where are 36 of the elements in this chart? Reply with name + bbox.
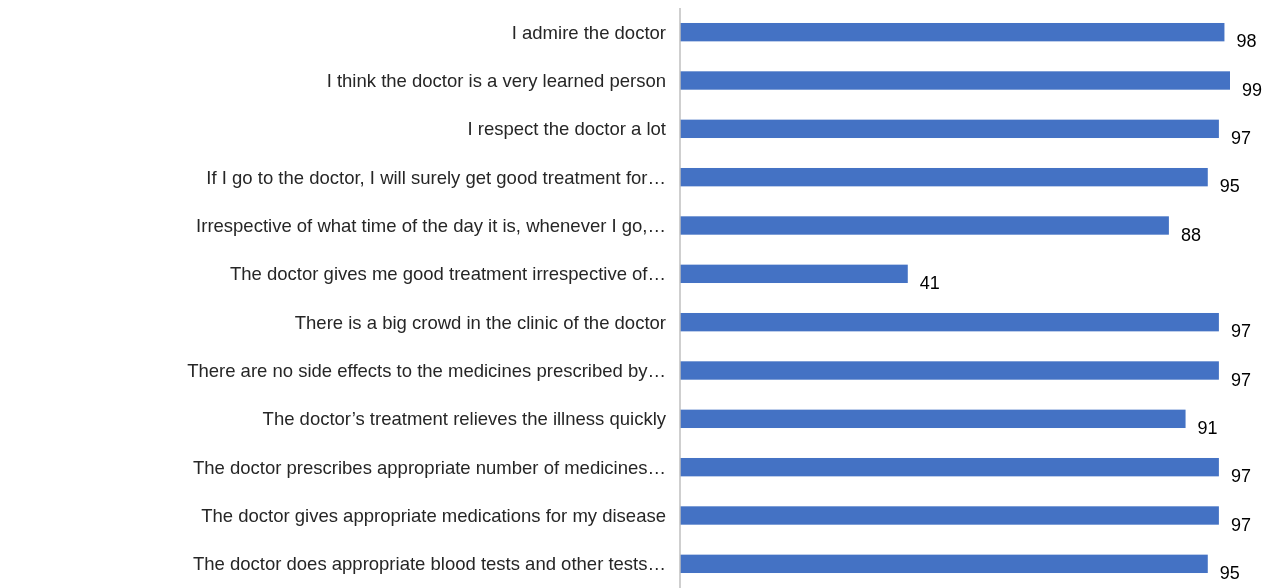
bar <box>680 71 1230 90</box>
bar <box>680 22 1225 42</box>
data-label: 88 <box>1180 224 1201 245</box>
bar <box>680 312 1219 332</box>
y-tick-label: The doctor prescribes appropriate number of medicines… <box>192 456 666 478</box>
y-tick-label: Irrespective of what time of the day it is, whenever I go,… <box>196 214 666 236</box>
bar <box>680 409 1186 429</box>
data-label: 97 <box>1230 369 1251 390</box>
data-label: 99 <box>1242 79 1263 100</box>
bar <box>680 457 1219 477</box>
y-tick-label: I think the doctor is a very learned person <box>326 69 666 91</box>
bar <box>680 216 1169 235</box>
data-label: 97 <box>1230 128 1251 149</box>
y-tick-label: I admire the doctor <box>511 21 666 43</box>
data-label: 91 <box>1197 418 1218 439</box>
bar <box>680 167 1208 187</box>
y-tick-label: There are no side effects to the medicines prescribed by… <box>187 359 666 381</box>
data-label: 97 <box>1230 466 1251 487</box>
y-tick-label: I respect the doctor a lot <box>467 118 666 140</box>
data-label: 95 <box>1219 176 1240 197</box>
data-label: 41 <box>919 273 940 294</box>
data-label: 98 <box>1236 31 1257 52</box>
y-tick-label: The doctor gives me good treatment irrespective of… <box>230 263 666 285</box>
bar <box>680 264 908 284</box>
bar <box>680 119 1219 139</box>
data-label: 95 <box>1219 563 1240 584</box>
data-label: 97 <box>1230 321 1251 342</box>
bar <box>680 361 1219 380</box>
y-tick-label: The doctor does appropriate blood tests and other tests… <box>192 553 666 575</box>
y-tick-label: The doctor gives appropriate medications for my disease <box>201 504 666 526</box>
y-tick-label: There is a big crowd in the clinic of the doctor <box>294 311 666 333</box>
data-label: 97 <box>1230 514 1251 535</box>
y-tick-label: The doctor’s treatment relieves the illness quickly <box>262 408 667 430</box>
y-tick-label: If I go to the doctor, I will surely get good treatment for… <box>206 166 666 188</box>
bar <box>680 554 1208 574</box>
bar <box>680 506 1219 525</box>
